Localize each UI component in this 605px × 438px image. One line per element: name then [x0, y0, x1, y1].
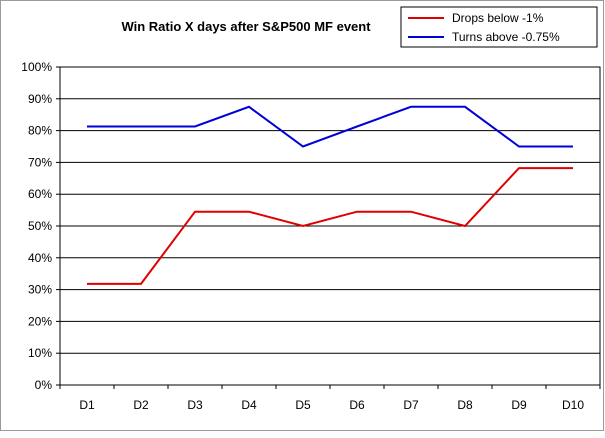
series-line-drops [87, 167, 573, 285]
legend-box [400, 6, 598, 48]
legend-label-drops: Drops below -1% [452, 11, 544, 25]
x-tick-label: D1 [79, 398, 95, 412]
y-tick-label: 50% [28, 219, 52, 233]
y-tick-label: 90% [28, 92, 52, 106]
y-tick-label: 30% [28, 283, 52, 297]
y-tick-label: 40% [28, 251, 52, 265]
x-tick-label: D9 [511, 398, 527, 412]
x-axis-tick-labels: D1 D2 D3 D4 D5 D6 D7 D8 D9 D10 [79, 398, 584, 412]
x-tick-label: D4 [241, 398, 257, 412]
x-tick-label: D7 [403, 398, 419, 412]
x-tick-label: D6 [349, 398, 365, 412]
y-tick-label: 0% [35, 378, 53, 392]
y-axis-tick-labels: 0% 10% 20% 30% 40% 50% 60% 70% 80% 90% 100% [21, 60, 52, 392]
gridlines [56, 66, 601, 389]
x-tick-label: D3 [187, 398, 203, 412]
x-tick-label: D2 [133, 398, 149, 412]
y-tick-label: 80% [28, 124, 52, 138]
x-tick-label: D10 [562, 398, 584, 412]
y-tick-label: 20% [28, 314, 52, 328]
legend-label-turns: Turns above -0.75% [452, 30, 560, 44]
y-tick-label: 100% [21, 60, 52, 74]
x-tick-label: D5 [295, 398, 311, 412]
series-line-turns [87, 105, 573, 148]
y-tick-label: 70% [28, 155, 52, 169]
legend: Drops below -1% Turns above -0.75% [400, 6, 598, 48]
y-tick-label: 10% [28, 346, 52, 360]
x-tick-label: D8 [457, 398, 473, 412]
chart-title: Win Ratio X days after S&P500 MF event [121, 19, 371, 34]
series-lines [87, 105, 573, 285]
y-tick-label: 60% [28, 187, 52, 201]
